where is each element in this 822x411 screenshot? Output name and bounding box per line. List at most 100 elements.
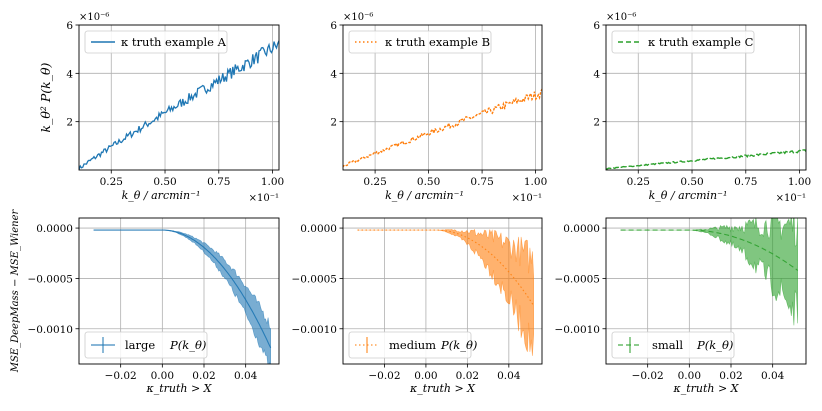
series-line-truthexamplec — [606, 149, 806, 170]
y-axis-label: k_θ² P(k_θ) — [38, 62, 53, 132]
y-tick-label: 6 — [330, 20, 337, 32]
legend-box — [84, 331, 208, 359]
y-tick-label: 4 — [593, 68, 600, 80]
y-tick-label: −0.0005 — [291, 273, 337, 285]
mean-line-medium — [357, 229, 535, 306]
error-band-medium — [357, 228, 535, 356]
axes-frame — [342, 217, 543, 365]
plot-area — [357, 228, 535, 356]
x-tick-label: 0.75 — [207, 176, 230, 188]
y-multiplier: ×10⁻⁶ — [343, 12, 373, 23]
legend-box — [611, 30, 755, 54]
y-tick-label: −0.0005 — [27, 273, 73, 285]
legend-label: κ truth example C — [648, 35, 754, 49]
y-tick-label: −0.0005 — [554, 273, 600, 285]
axes-frame — [605, 217, 807, 365]
y-tick-label: 4 — [66, 68, 73, 80]
x-tick-label: 0.50 — [680, 176, 703, 188]
x-tick-label: 0.25 — [363, 176, 386, 188]
x-tick-label: 0.50 — [153, 176, 176, 188]
legend: medium P(k_θ) — [348, 331, 477, 359]
x-tick-label: 0.04 — [761, 370, 785, 382]
x-tick-label: 1.00 — [524, 176, 547, 188]
mean-line-large — [93, 229, 272, 349]
x-tick-label: 0.50 — [417, 176, 440, 188]
x-tick-label: 0.04 — [234, 370, 258, 382]
legend-label: large — [125, 338, 155, 352]
y-tick-label: 6 — [66, 20, 73, 32]
panel-bottom-large: −0.02 0.00 0.02 0.04 0.0000 −0.0005 −0.0010 κ_t… — [10, 208, 280, 395]
x-tick-label: 0.00 — [678, 370, 701, 382]
panel-bottom-small: −0.02 0.00 0.02 0.04 0.0000 −0.0005 −0.0010 κ_t… — [554, 217, 807, 395]
x-axis-label: κ_truth > X — [409, 382, 476, 395]
legend: κ truth example C — [611, 30, 755, 54]
x-tick-label: 0.75 — [734, 176, 757, 188]
legend-label: κ truth example A — [121, 35, 227, 49]
y-tick-label: −0.0010 — [27, 324, 73, 336]
x-axis-label: κ_truth > X — [145, 382, 212, 395]
y-tick-label: −0.0010 — [291, 324, 337, 336]
x-tick-label: 0.75 — [470, 176, 493, 188]
x-axis-label: κ_truth > X — [672, 382, 739, 395]
mean-line-small — [620, 229, 799, 271]
y-tick-label: 2 — [593, 117, 600, 129]
legend-math: P(k_θ) — [440, 338, 477, 352]
legend-box — [611, 331, 735, 359]
x-multiplier: ×10⁻¹ — [249, 193, 279, 204]
y-tick-label: 6 — [593, 20, 600, 32]
legend-box — [84, 30, 228, 54]
legend-label: medium — [389, 338, 436, 352]
plot-area — [606, 149, 806, 170]
y-axis-label: MSE_DeepMass − MSE_Wiener — [10, 208, 21, 373]
series-line-truthexampleb — [343, 88, 542, 168]
legend: large P(k_θ) — [84, 331, 208, 359]
panel-top-A: 0.25 0.50 0.75 1.00 2 4 6 ×10⁻⁶ ×10⁻¹ k_θ / arcmi… — [38, 12, 284, 204]
plot-area — [93, 229, 272, 364]
legend: small P(k_θ) — [611, 331, 735, 359]
panel-top-B: 0.25 0.50 0.75 1.00 2 4 6 ×10⁻⁶ ×10⁻¹ k_θ / arcmi… — [330, 12, 547, 204]
legend-box — [348, 331, 472, 359]
axes-frame — [605, 24, 807, 171]
x-tick-label: 0.04 — [497, 370, 521, 382]
panel-top-C: 0.25 0.50 0.75 1.00 2 4 6 ×10⁻⁶ ×10⁻¹ k_θ / arcmi… — [593, 12, 811, 204]
axes-frame — [342, 24, 543, 171]
y-multiplier: ×10⁻⁶ — [79, 12, 109, 23]
y-tick-label: 2 — [330, 117, 337, 129]
x-tick-label: −0.02 — [368, 370, 400, 382]
legend: κ truth example A — [84, 30, 228, 54]
x-tick-label: −0.02 — [632, 370, 664, 382]
legend-math: P(k_θ) — [696, 338, 733, 352]
x-multiplier: ×10⁻¹ — [776, 193, 806, 204]
x-axis-label: k_θ / arcmin⁻¹ — [122, 189, 201, 202]
x-multiplier: ×10⁻¹ — [512, 193, 542, 204]
y-tick-label: 4 — [330, 68, 337, 80]
axes-frame — [78, 217, 280, 365]
panel-bottom-medium: −0.02 0.00 0.02 0.04 0.0000 −0.0005 −0.0010 κ_t… — [291, 217, 543, 395]
legend: κ truth example B — [348, 30, 492, 54]
x-tick-label: 0.02 — [456, 370, 479, 382]
x-tick-label: 1.00 — [788, 176, 811, 188]
x-tick-label: −0.02 — [105, 370, 137, 382]
x-tick-label: 1.00 — [261, 176, 284, 188]
x-axis-label: k_θ / arcmin⁻¹ — [649, 189, 728, 202]
legend-label: κ truth example B — [385, 35, 490, 49]
x-tick-label: 0.25 — [100, 176, 123, 188]
legend-label: small — [652, 338, 683, 352]
y-multiplier: ×10⁻⁶ — [606, 12, 636, 23]
y-tick-label: −0.0010 — [554, 324, 600, 336]
plot-area — [343, 88, 542, 168]
legend-box — [348, 30, 492, 54]
y-tick-label: 0.0000 — [300, 223, 337, 235]
plot-area — [620, 218, 799, 326]
error-band-small — [620, 218, 799, 326]
y-tick-label: 2 — [66, 117, 73, 129]
y-tick-label: 0.0000 — [563, 223, 600, 235]
x-tick-label: 0.00 — [414, 370, 437, 382]
legend-math: P(k_θ) — [169, 338, 206, 352]
axes-frame — [78, 24, 280, 171]
x-tick-label: 0.25 — [627, 176, 650, 188]
x-tick-label: 0.02 — [192, 370, 215, 382]
y-tick-label: 0.0000 — [36, 223, 73, 235]
x-tick-label: 0.00 — [151, 370, 174, 382]
